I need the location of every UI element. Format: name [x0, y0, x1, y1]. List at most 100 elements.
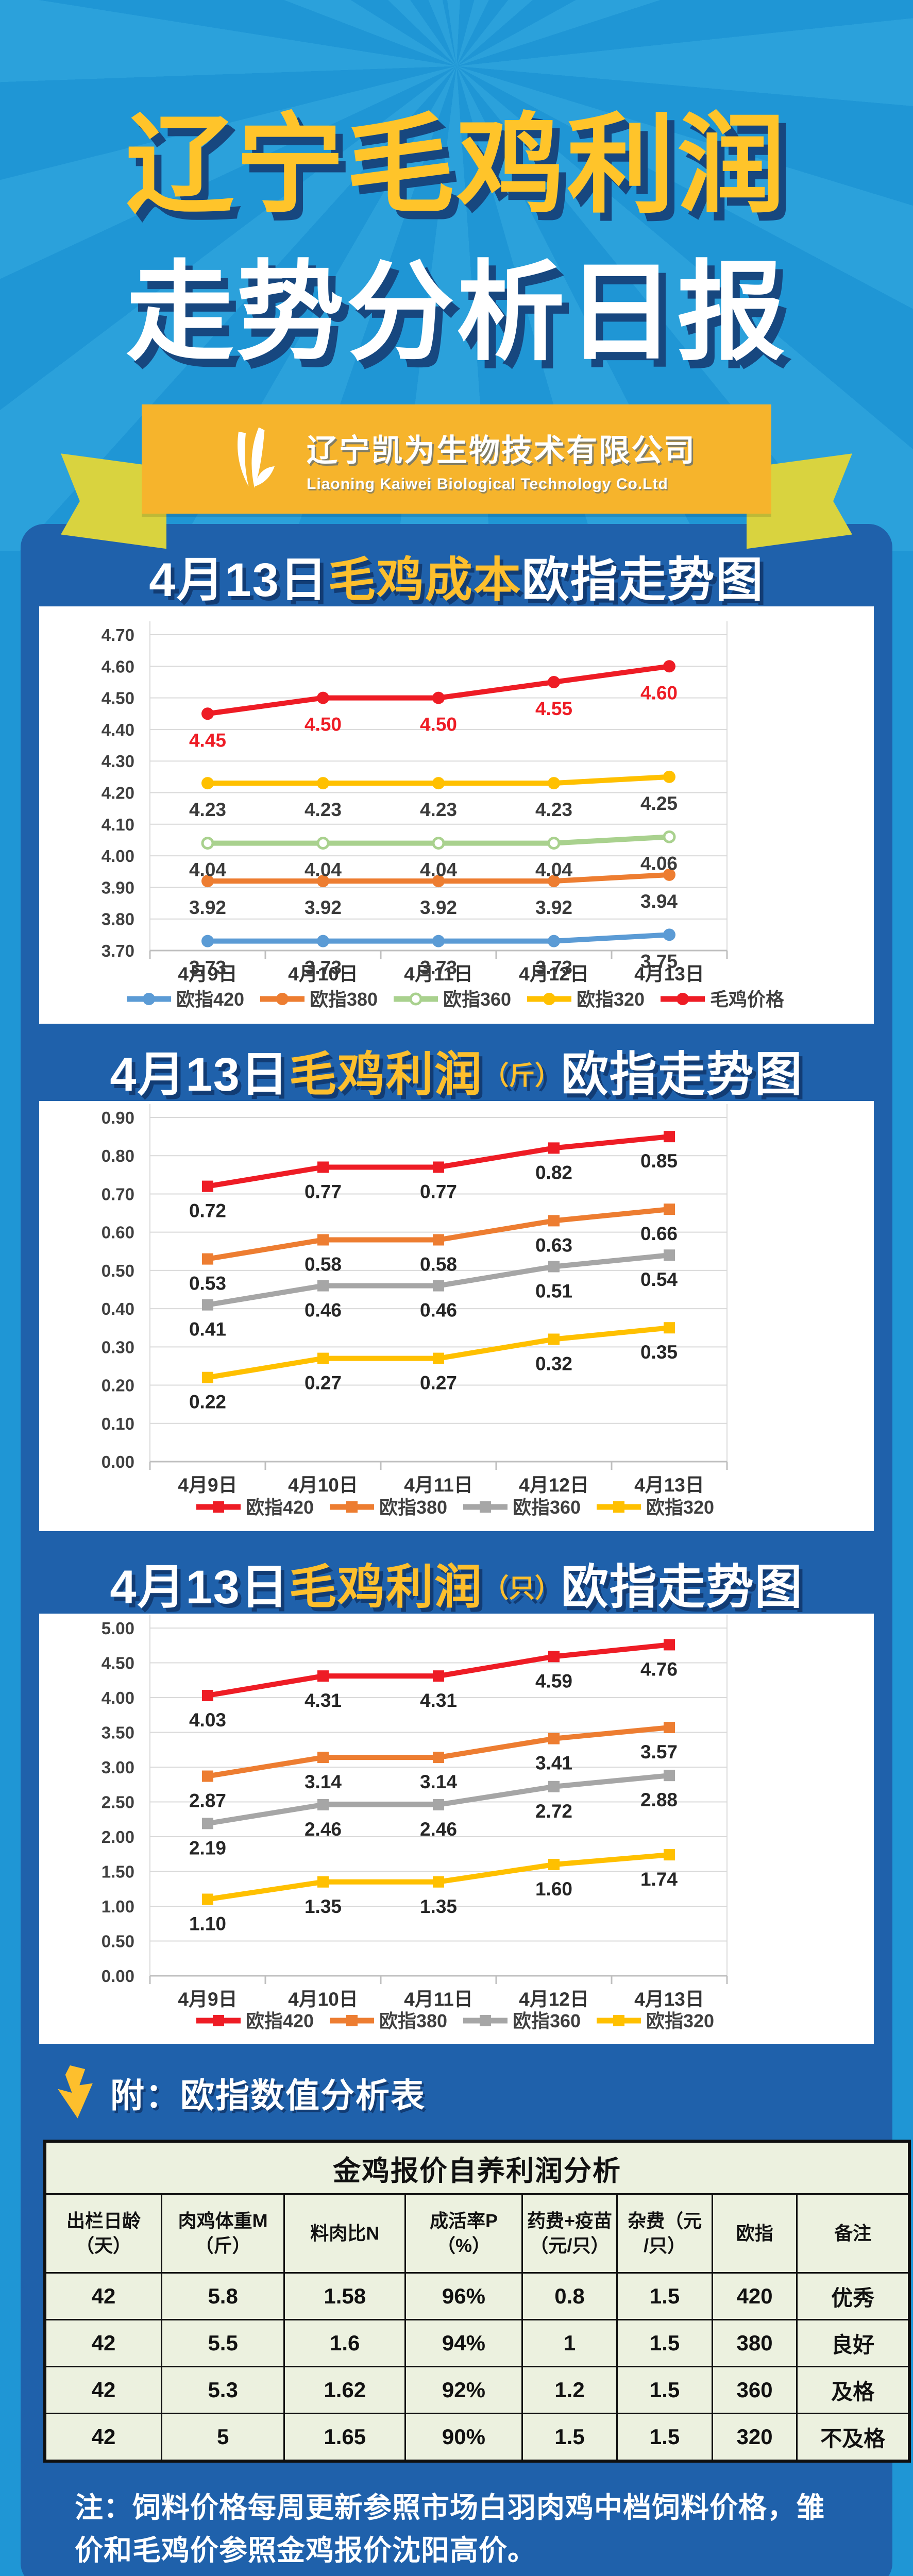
svg-text:4.04: 4.04 [420, 859, 457, 880]
chart-svg-cost: 4.70 4.60 4.50 4.40 4.30 4.20 4.10 4.00 3.90 3.80… [102, 621, 785, 1010]
svg-text:1.74: 1.74 [640, 1869, 678, 1890]
svg-text:2.46: 2.46 [420, 1819, 457, 1840]
table-cell: 1.5 [616, 2319, 713, 2368]
svg-text:4月12日: 4月12日 [519, 1989, 589, 2010]
svg-text:3.73: 3.73 [535, 957, 572, 978]
heading-unit: （斤） [482, 1061, 561, 1091]
svg-text:4.20: 4.20 [102, 784, 134, 803]
table-cell: 1.5 [616, 2413, 713, 2462]
svg-text:0.54: 0.54 [640, 1269, 678, 1290]
table-cell: 1.5 [616, 2272, 713, 2321]
svg-text:3.73: 3.73 [305, 957, 342, 978]
heading-date: 4月13日 [110, 1048, 289, 1101]
company-name-en: Liaoning Kaiwei Biological Technology Co… [307, 475, 668, 493]
svg-text:4.04: 4.04 [189, 859, 226, 880]
svg-text:4月13日: 4月13日 [634, 1989, 704, 2010]
arrow-icon [58, 2065, 93, 2119]
svg-text:4月11日: 4月11日 [404, 1989, 473, 2010]
svg-text:4.00: 4.00 [102, 1688, 134, 1707]
svg-text:3.50: 3.50 [102, 1723, 134, 1742]
svg-text:0.60: 0.60 [102, 1223, 134, 1242]
chart-card-profit-zhi: 5.00 4.50 4.00 3.50 3.00 2.50 2.00 1.50 1.00 0.50… [39, 1614, 874, 2044]
svg-text:4.23: 4.23 [535, 799, 572, 820]
table-header-4: 药费+疫苗 （元/只） [521, 2193, 618, 2274]
svg-text:0.66: 0.66 [640, 1223, 678, 1244]
svg-text:欧指360: 欧指360 [513, 2010, 581, 2031]
svg-text:4月11日: 4月11日 [404, 1475, 473, 1496]
svg-text:4.03: 4.03 [189, 1709, 226, 1731]
svg-text:4.04: 4.04 [535, 859, 572, 880]
svg-text:3.41: 3.41 [535, 1753, 572, 1774]
table-cell: 1.6 [283, 2319, 407, 2368]
svg-text:0.58: 0.58 [420, 1254, 457, 1275]
table-cell: 42 [44, 2319, 163, 2368]
svg-text:3.73: 3.73 [189, 957, 226, 978]
company-ribbon: 辽宁凯为生物技术有限公司 Liaoning Kaiwei Biological … [0, 404, 913, 551]
chart-card-cost: 4.70 4.60 4.50 4.40 4.30 4.20 4.10 4.00 3.90 3.80… [39, 606, 874, 1024]
svg-text:4.50: 4.50 [102, 1654, 134, 1673]
svg-text:4月13日: 4月13日 [634, 1475, 704, 1496]
svg-text:1.35: 1.35 [420, 1896, 457, 1917]
heading-highlight: 毛鸡利润 [289, 1561, 483, 1614]
svg-text:0.58: 0.58 [305, 1254, 342, 1275]
table-cell: 5.5 [161, 2319, 285, 2368]
table-cell: 1.58 [283, 2272, 407, 2321]
table-cell: 5.3 [161, 2366, 285, 2415]
svg-text:4.23: 4.23 [189, 799, 226, 820]
chart-card-profit-jin: 0.90 0.80 0.70 0.60 0.50 0.40 0.30 0.20 0.10 0.00… [39, 1101, 874, 1532]
svg-text:1.50: 1.50 [102, 1862, 134, 1882]
note-text: 注：饲料价格每周更新参照市场白羽肉鸡中档饲料价格，雏价和毛鸡价参照金鸡报价沈阳高… [75, 2492, 825, 2566]
table-cell: 94% [404, 2319, 523, 2368]
table-header-0: 出栏日龄 （天） [44, 2193, 163, 2274]
table-row: 42 5 1.65 90% 1.5 1.5 320 不及格 [44, 2413, 910, 2462]
svg-text:3.94: 3.94 [640, 891, 678, 912]
appendix-header: 附：欧指数值分析表 [54, 2064, 892, 2121]
svg-text:0.50: 0.50 [102, 1261, 134, 1280]
svg-text:欧指420: 欧指420 [246, 2010, 314, 2031]
ribbon-band: 辽宁凯为生物技术有限公司 Liaoning Kaiwei Biological … [142, 404, 771, 514]
heading-suffix: 欧指走势图 [561, 1048, 803, 1101]
svg-text:1.60: 1.60 [535, 1878, 572, 1900]
svg-text:0.27: 0.27 [420, 1372, 457, 1394]
table-cell: 5.8 [161, 2272, 285, 2321]
svg-text:0.22: 0.22 [189, 1392, 226, 1413]
svg-text:3.14: 3.14 [305, 1771, 342, 1792]
chart-section-profit-jin: 4月13日毛鸡利润（斤）欧指走势图 0.90 0.80 0.70 0.60 0.50 0.4… [21, 1048, 892, 1532]
svg-text:1.00: 1.00 [102, 1897, 134, 1916]
svg-text:毛鸡价格: 毛鸡价格 [710, 989, 785, 1010]
table-cell: 42 [44, 2413, 163, 2462]
svg-text:欧指380: 欧指380 [310, 989, 378, 1010]
svg-text:0.51: 0.51 [535, 1281, 572, 1302]
svg-text:3.00: 3.00 [102, 1758, 134, 1777]
table-header-6: 欧指 [711, 2193, 798, 2274]
svg-text:4.55: 4.55 [535, 698, 572, 719]
svg-text:2.87: 2.87 [189, 1790, 226, 1811]
svg-text:0.35: 0.35 [640, 1342, 678, 1363]
heading-highlight: 毛鸡利润 [289, 1048, 483, 1101]
svg-text:0.46: 0.46 [420, 1300, 457, 1321]
company-name-cn: 辽宁凯为生物技术有限公司 [307, 433, 696, 468]
svg-text:4.30: 4.30 [102, 752, 134, 771]
svg-text:4.45: 4.45 [189, 730, 226, 751]
svg-text:3.14: 3.14 [420, 1771, 457, 1792]
svg-text:4.06: 4.06 [640, 853, 678, 874]
table-header-2: 料肉比N [283, 2193, 407, 2274]
svg-text:4.50: 4.50 [305, 714, 342, 735]
svg-text:2.72: 2.72 [535, 1801, 572, 1822]
svg-text:3.90: 3.90 [102, 878, 134, 897]
svg-text:4.23: 4.23 [305, 799, 342, 820]
svg-text:0.27: 0.27 [305, 1372, 342, 1394]
svg-text:3.92: 3.92 [189, 897, 226, 918]
svg-text:0.41: 0.41 [189, 1319, 226, 1340]
table-cell: 420 [711, 2272, 798, 2321]
heading-date: 4月13日 [110, 1561, 289, 1614]
table-cell: 1.5 [616, 2366, 713, 2415]
svg-text:3.57: 3.57 [640, 1741, 678, 1762]
svg-text:4月13日: 4月13日 [634, 963, 704, 985]
svg-text:欧指360: 欧指360 [443, 989, 511, 1010]
svg-text:0.10: 0.10 [102, 1414, 134, 1433]
svg-text:4.50: 4.50 [420, 714, 457, 735]
heading-suffix: 欧指走势图 [521, 554, 764, 607]
svg-text:4.60: 4.60 [640, 682, 678, 703]
table-cell: 1.65 [283, 2413, 407, 2462]
